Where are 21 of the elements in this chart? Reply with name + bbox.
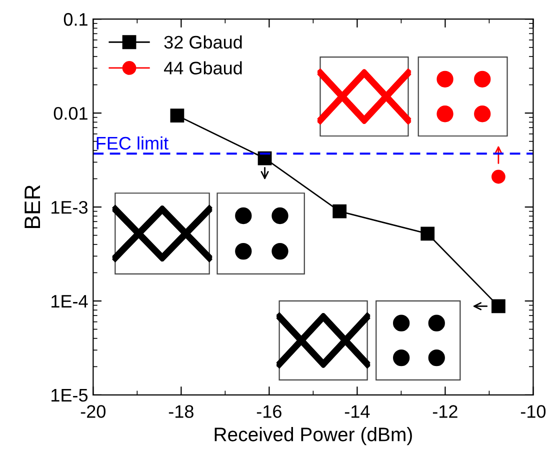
y-tick-label: 0.1: [64, 13, 88, 26]
legend-label: 44 Gbaud: [164, 61, 242, 74]
y-tick-label: 0.01: [54, 107, 88, 120]
point: [491, 299, 506, 314]
legend-label: 32 Gbaud: [164, 35, 242, 49]
x-tick-label: -20: [80, 405, 106, 418]
y-tick-label: 1E-5: [52, 389, 88, 402]
ref-line-label: FEC limit: [96, 136, 168, 150]
x-tick-label: -18: [168, 405, 194, 418]
y-axis-title: BER: [24, 185, 40, 228]
point: [170, 108, 184, 123]
point: [491, 170, 506, 184]
point: [332, 204, 347, 218]
x-tick-label: -14: [344, 405, 370, 418]
x-axis-title: Received Power (dBm): [214, 427, 412, 446]
point: [420, 226, 435, 241]
y-tick-label: 1E-3: [52, 200, 88, 214]
x-tick-label: -10: [520, 405, 546, 418]
x-tick-label: -12: [432, 405, 458, 418]
y-tick-label: 1E-4: [52, 295, 88, 308]
x-tick-label: -16: [256, 405, 282, 418]
